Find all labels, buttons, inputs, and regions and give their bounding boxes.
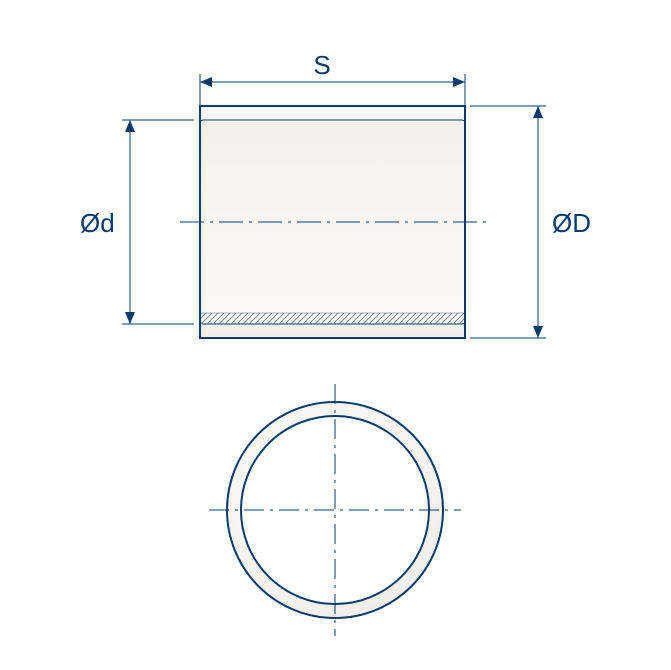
dim-label-s: S: [313, 50, 330, 81]
side-view: [0, 0, 671, 360]
end-view: [0, 360, 671, 670]
dim-label-d: Ød: [80, 208, 115, 239]
technical-drawing: S Ød ØD: [0, 0, 671, 670]
dim-label-D: ØD: [552, 208, 591, 239]
